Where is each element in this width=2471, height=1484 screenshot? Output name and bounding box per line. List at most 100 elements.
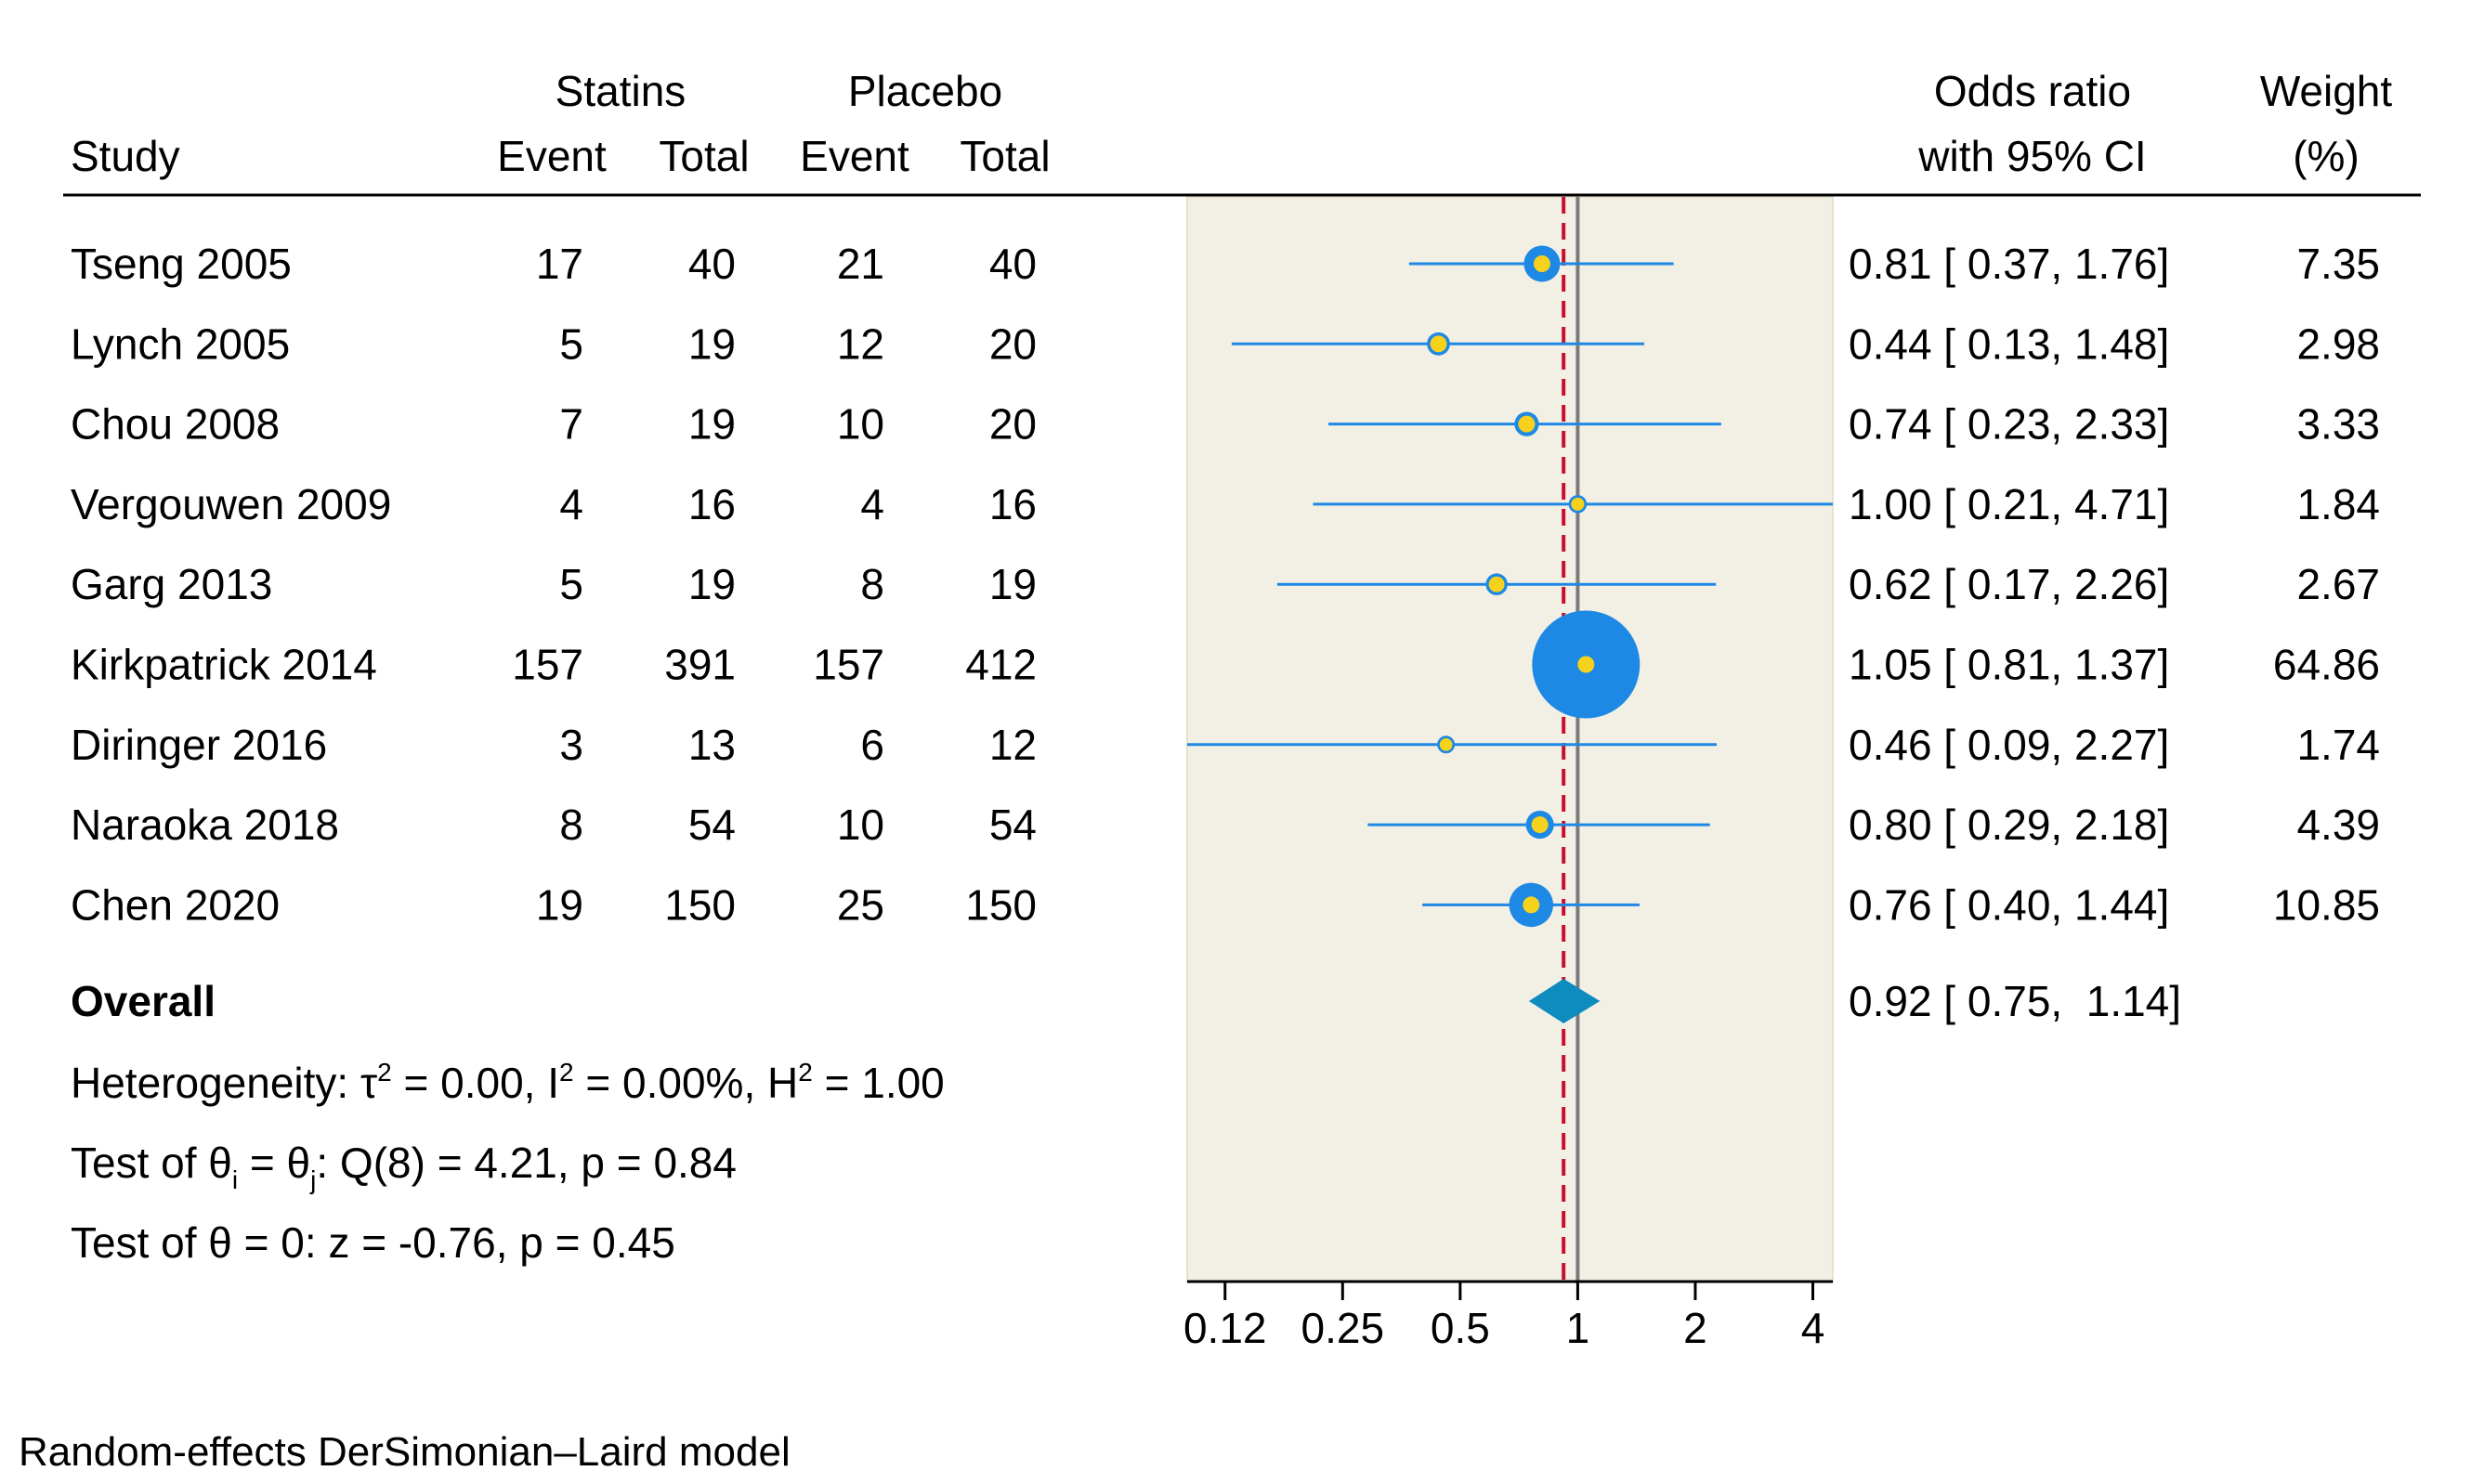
study-name: Chou 2008 bbox=[71, 400, 280, 449]
header-total-placebo: Total bbox=[960, 132, 1050, 180]
overall-effect-test: Test of θ = 0: z = -0.76, p = 0.45 bbox=[71, 1218, 675, 1267]
table-header: Statins Placebo Study Event Total Event … bbox=[71, 67, 2392, 180]
placebo-event: 157 bbox=[813, 641, 884, 689]
study-ci-text: 0.46 [ 0.09, 2.27] bbox=[1849, 721, 2169, 769]
statins-total: 16 bbox=[688, 480, 736, 528]
study-rows: Tseng 2005 17 40 21 40 0.81 [ 0.37, 1.76] 7.35… bbox=[71, 240, 2380, 929]
study-ci-text: 0.81 [ 0.37, 1.76] bbox=[1849, 240, 2169, 288]
x-axis: 0.12 0.25 0.5 1 2 4 bbox=[1183, 1280, 1833, 1352]
statins-total: 19 bbox=[688, 400, 736, 449]
point-estimate-marker bbox=[1488, 576, 1505, 592]
point-estimate-marker bbox=[1531, 816, 1549, 834]
study-name: Diringer 2016 bbox=[71, 721, 327, 769]
statins-event: 17 bbox=[536, 240, 583, 288]
header-study: Study bbox=[71, 132, 180, 180]
study-name: Tseng 2005 bbox=[71, 240, 292, 288]
x-tick-label: 4 bbox=[1801, 1304, 1825, 1352]
plot-area-background bbox=[1186, 196, 1834, 1282]
placebo-total: 19 bbox=[989, 560, 1037, 608]
placebo-event: 8 bbox=[860, 560, 884, 608]
study-weight: 1.84 bbox=[2296, 480, 2380, 528]
placebo-total: 40 bbox=[989, 240, 1037, 288]
x-tick-label: 0.5 bbox=[1431, 1304, 1490, 1352]
overall-label: Overall bbox=[71, 977, 216, 1025]
placebo-event: 12 bbox=[837, 319, 884, 368]
statins-event: 19 bbox=[536, 880, 583, 929]
study-weight: 7.35 bbox=[2296, 240, 2380, 288]
study-name: Lynch 2005 bbox=[71, 319, 290, 368]
statins-event: 157 bbox=[512, 641, 583, 689]
heterogeneity-stats: Heterogeneity: τ2 = 0.00, I2 = 0.00%, H2… bbox=[71, 1058, 945, 1107]
x-tick-label: 1 bbox=[1566, 1304, 1590, 1352]
x-tick-label: 0.12 bbox=[1183, 1304, 1267, 1352]
study-name: Chen 2020 bbox=[71, 880, 280, 929]
study-weight: 2.67 bbox=[2296, 560, 2380, 608]
study-ci-text: 0.62 [ 0.17, 2.26] bbox=[1849, 560, 2169, 608]
model-footnote: Random-effects DerSimonian–Laird model bbox=[19, 1429, 791, 1475]
point-estimate-marker bbox=[1430, 335, 1447, 353]
study-ci-text: 0.76 [ 0.40, 1.44] bbox=[1849, 880, 2169, 929]
study-weight: 64.86 bbox=[2273, 641, 2380, 689]
placebo-total: 20 bbox=[989, 319, 1037, 368]
point-estimate-marker bbox=[1518, 415, 1536, 433]
point-estimate-marker bbox=[1439, 737, 1453, 751]
placebo-total: 412 bbox=[965, 641, 1037, 689]
study-weight: 2.98 bbox=[2296, 319, 2380, 368]
statins-total: 13 bbox=[688, 721, 736, 769]
statins-total: 54 bbox=[688, 801, 736, 849]
study-weight: 1.74 bbox=[2296, 721, 2380, 769]
statins-event: 3 bbox=[559, 721, 583, 769]
study-weight: 3.33 bbox=[2296, 400, 2380, 449]
placebo-total: 12 bbox=[989, 721, 1037, 769]
statins-event: 8 bbox=[559, 801, 583, 849]
overall-diamond bbox=[1528, 979, 1601, 1023]
header-weight-pct: (%) bbox=[2293, 132, 2360, 180]
x-tick-label: 0.25 bbox=[1301, 1304, 1385, 1352]
point-estimate-marker bbox=[1523, 896, 1540, 914]
point-estimate-marker bbox=[1571, 497, 1585, 511]
header-placebo: Placebo bbox=[848, 67, 1002, 115]
study-weight: 4.39 bbox=[2296, 801, 2380, 849]
placebo-total: 20 bbox=[989, 400, 1037, 449]
placebo-total: 54 bbox=[989, 801, 1037, 849]
placebo-total: 150 bbox=[965, 880, 1037, 929]
study-name: Kirkpatrick 2014 bbox=[71, 641, 377, 689]
statins-event: 7 bbox=[559, 400, 583, 449]
placebo-event: 10 bbox=[837, 400, 884, 449]
statins-total: 150 bbox=[664, 880, 736, 929]
overall-ci-text: 0.92 [ 0.75, 1.14] bbox=[1849, 977, 2181, 1025]
header-total-statins: Total bbox=[659, 132, 749, 180]
study-weight: 10.85 bbox=[2273, 880, 2380, 929]
header-with-ci: with 95% CI bbox=[1917, 132, 2146, 180]
statins-event: 5 bbox=[559, 319, 583, 368]
study-ci-text: 0.44 [ 0.13, 1.48] bbox=[1849, 319, 2169, 368]
statins-event: 4 bbox=[559, 480, 583, 528]
study-ci-text: 1.00 [ 0.21, 4.71] bbox=[1849, 480, 2169, 528]
point-estimate-marker bbox=[1577, 656, 1595, 673]
header-statins: Statins bbox=[556, 67, 686, 115]
study-ci-text: 0.80 [ 0.29, 2.18] bbox=[1849, 801, 2169, 849]
point-estimate-marker bbox=[1533, 255, 1550, 272]
statins-total: 391 bbox=[664, 641, 736, 689]
statins-total: 40 bbox=[688, 240, 736, 288]
placebo-total: 16 bbox=[989, 480, 1037, 528]
placebo-event: 4 bbox=[860, 480, 884, 528]
statins-event: 5 bbox=[559, 560, 583, 608]
study-name: Garg 2013 bbox=[71, 560, 272, 608]
study-ci-text: 1.05 [ 0.81, 1.37] bbox=[1849, 641, 2169, 689]
header-event-placebo: Event bbox=[800, 132, 909, 180]
placebo-event: 6 bbox=[860, 721, 884, 769]
study-name: Vergouwen 2009 bbox=[71, 480, 391, 528]
placebo-event: 10 bbox=[837, 801, 884, 849]
study-ci-text: 0.74 [ 0.23, 2.33] bbox=[1849, 400, 2169, 449]
x-tick-label: 2 bbox=[1683, 1304, 1707, 1352]
statins-total: 19 bbox=[688, 560, 736, 608]
statins-total: 19 bbox=[688, 319, 736, 368]
header-event-statins: Event bbox=[497, 132, 607, 180]
homogeneity-test: Test of θi = θj: Q(8) = 4.21, p = 0.84 bbox=[71, 1139, 737, 1194]
header-weight: Weight bbox=[2260, 67, 2393, 115]
header-odds-ratio: Odds ratio bbox=[1934, 67, 2131, 115]
placebo-event: 21 bbox=[837, 240, 884, 288]
study-name: Naraoka 2018 bbox=[71, 801, 339, 849]
